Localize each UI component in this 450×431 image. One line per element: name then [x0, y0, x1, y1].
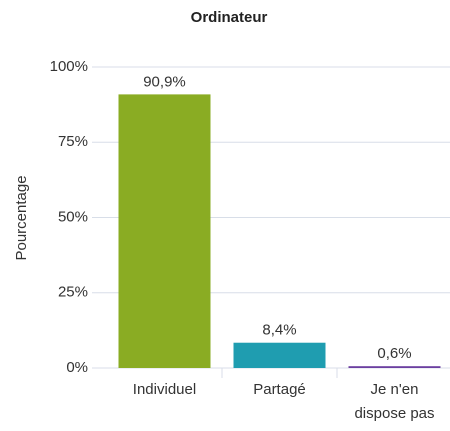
bar	[118, 94, 211, 369]
y-tick-label: 0%	[66, 359, 88, 376]
x-tick-label: Je n'en dispose pas	[354, 381, 435, 422]
x-tick-label-box: Partagé	[253, 381, 306, 398]
y-tick-label: 100%	[50, 58, 88, 75]
data-label: 90,9%	[143, 73, 186, 90]
bar	[348, 366, 441, 368]
y-axis-label: Pourcentage	[13, 175, 30, 260]
data-label: 0,6%	[377, 345, 411, 362]
data-label: 8,4%	[262, 322, 296, 339]
x-tick-label: Partagé	[253, 381, 306, 398]
x-tick-label: Individuel	[132, 381, 197, 398]
y-tick-label: 50%	[58, 208, 88, 225]
x-tick-label-box: Je n'en dispose pas	[354, 381, 435, 422]
chart-title: Ordinateur	[191, 9, 268, 26]
bar	[233, 342, 326, 368]
y-tick-label: 25%	[58, 284, 88, 301]
x-tick-label-box: Individuel	[132, 381, 197, 398]
y-tick-label: 75%	[58, 133, 88, 150]
